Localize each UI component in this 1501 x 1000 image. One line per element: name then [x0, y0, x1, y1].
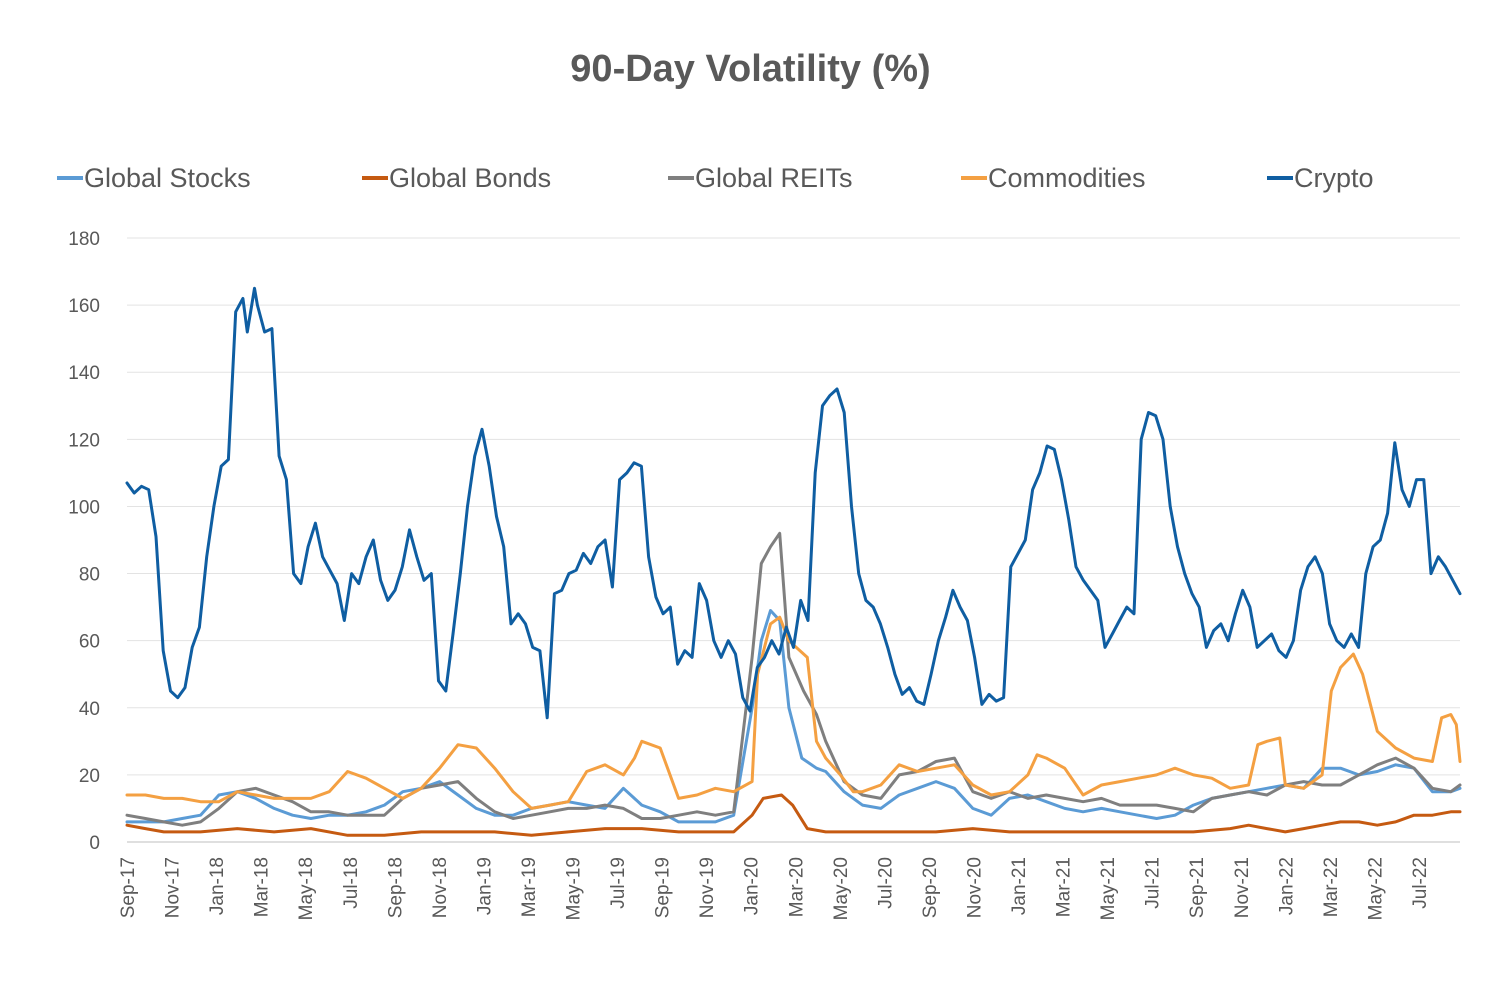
x-tick-label: Jul-18: [341, 857, 362, 909]
y-tick-label: 0: [89, 833, 100, 854]
x-tick-label: Sep-20: [920, 857, 941, 918]
legend-label-global-bonds: Global Bonds: [389, 163, 551, 193]
y-tick-label: 100: [68, 497, 100, 518]
legend-label-global-stocks: Global Stocks: [84, 163, 251, 193]
x-tick-label: Nov-20: [964, 857, 985, 918]
x-tick-label: May-21: [1098, 857, 1119, 920]
legend: Global Stocks Global Bonds Global REITs Com…: [57, 163, 1374, 193]
x-tick-label: May-20: [831, 857, 852, 920]
x-tick-label: Nov-18: [430, 857, 451, 918]
y-tick-label: 40: [79, 699, 100, 720]
y-tick-label: 120: [68, 430, 100, 451]
y-axis-ticks: 0 20 40 60 80 100 120 140 160 180: [68, 229, 100, 854]
x-tick-label: Jan-21: [1009, 857, 1030, 915]
x-tick-label: Jan-22: [1276, 857, 1297, 915]
x-tick-label: Mar-21: [1054, 857, 1075, 917]
gridlines: [127, 237, 1460, 843]
y-tick-label: 180: [68, 229, 100, 250]
x-tick-label: Jan-19: [474, 857, 495, 915]
x-tick-label: Mar-18: [252, 857, 273, 917]
y-tick-label: 80: [79, 565, 100, 586]
x-axis-ticks: Sep-17 Nov-17 Jan-18 Mar-18 May-18 Jul-18 Sep-…: [118, 857, 1431, 920]
x-tick-label: Mar-22: [1321, 857, 1342, 917]
y-tick-label: 160: [68, 296, 100, 317]
x-tick-label: Nov-19: [697, 857, 718, 918]
x-tick-label: Jul-19: [608, 857, 629, 909]
x-tick-label: Mar-19: [519, 857, 540, 917]
x-tick-label: Sep-19: [653, 857, 674, 918]
x-tick-label: May-19: [564, 857, 585, 920]
y-tick-label: 20: [79, 766, 100, 787]
series-line-global-reits: [125, 531, 1462, 827]
x-tick-label: Mar-20: [786, 857, 807, 917]
x-tick-label: Nov-21: [1232, 857, 1253, 918]
x-tick-label: Jul-20: [875, 857, 896, 909]
series-lines: [125, 286, 1462, 837]
x-tick-label: Jan-20: [742, 857, 763, 915]
y-tick-label: 60: [79, 632, 100, 653]
x-tick-label: May-22: [1365, 857, 1386, 920]
chart-title: 90-Day Volatility (%): [570, 48, 931, 90]
x-tick-label: Sep-21: [1187, 857, 1208, 918]
x-tick-label: Jul-21: [1143, 857, 1164, 909]
x-tick-label: Nov-17: [163, 857, 184, 918]
legend-label-crypto: Crypto: [1294, 163, 1374, 193]
x-tick-label: Sep-18: [385, 857, 406, 918]
series-line-crypto: [125, 286, 1462, 720]
x-tick-label: Sep-17: [118, 857, 139, 918]
series-line-global-bonds: [125, 793, 1462, 837]
x-tick-label: May-18: [296, 857, 317, 920]
series-line-commodities: [125, 615, 1462, 810]
legend-label-commodities: Commodities: [988, 163, 1146, 193]
x-tick-label: Jul-22: [1410, 857, 1431, 909]
y-tick-label: 140: [68, 363, 100, 384]
x-tick-label: Jan-18: [207, 857, 228, 915]
legend-label-global-reits: Global REITs: [695, 163, 853, 193]
